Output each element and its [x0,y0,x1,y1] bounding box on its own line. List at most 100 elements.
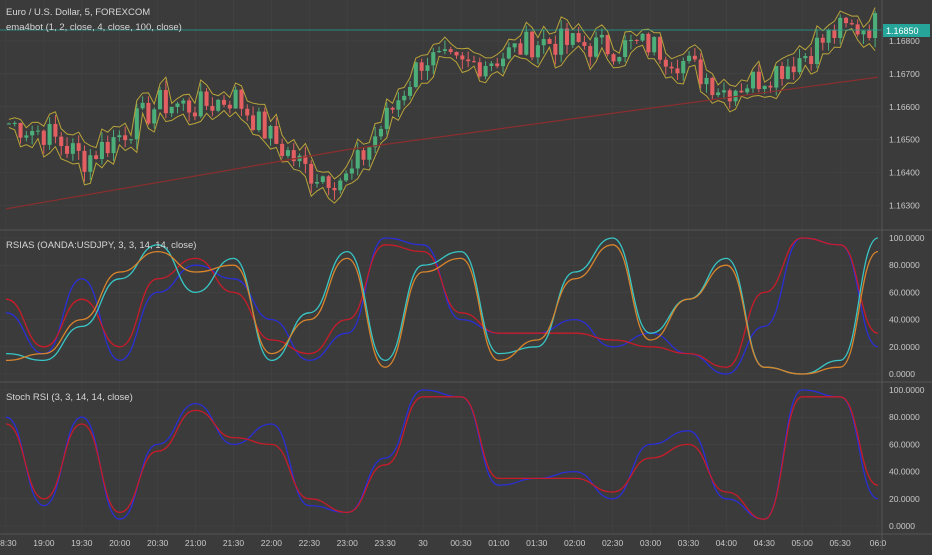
candle-body [88,155,93,172]
osc-tick-label: 100.0000 [889,233,925,243]
candle-body [123,135,128,141]
candle-body [390,107,395,110]
time-tick-label: 23:00 [337,538,359,548]
time-axis[interactable]: 18:30 19:00 19:30 20:00 20:30 21:00 21:30 22:00… [0,538,887,548]
candle-body [285,150,290,156]
candle-body [518,43,523,55]
candle-body [745,88,750,93]
candle-body [756,71,761,90]
time-tick-label: 05:00 [792,538,814,548]
candle-body [35,130,41,132]
candle-body [559,28,564,55]
price-tick-label: 1.16300 [889,201,920,211]
osc-tick-label: 60.0000 [889,439,920,449]
candle-body [704,77,709,85]
candle-body [181,100,186,104]
candle-body [576,33,581,43]
candle-body [134,108,139,140]
candle-body [274,126,279,144]
time-tick-label: 03:30 [678,538,700,548]
candle-body [41,130,46,145]
time-tick-label: 05:30 [829,538,851,548]
candle-body [826,30,831,43]
candle-body [12,122,17,124]
rsias-panel-title: RSIAS (OANDA:USDJPY, 3, 3, 14, 14, close… [6,240,196,251]
candle-body [489,63,494,66]
time-tick-label: 02:00 [564,538,586,548]
candle-body [291,150,296,162]
candle-body [198,91,203,117]
last-price-badge [883,24,930,37]
osc-tick-label: 20.0000 [889,494,920,504]
candle-body [413,62,418,88]
price-tick-label: 1.16600 [889,102,920,112]
candle-body [59,136,64,147]
candle-body [314,181,320,184]
candle-body [501,58,506,67]
rsias-panel[interactable]: RSIAS (OANDA:USDJPY, 3, 3, 14, 14, close… [0,231,925,382]
candle-body [803,56,808,59]
candle-body [768,85,773,88]
stoch-axis[interactable]: 100.0000 80.0000 60.0000 40.0000 20.0000 0.00… [889,385,925,531]
series-line-orange [5,244,879,375]
candle-body [791,66,796,73]
price-tick-label: 1.16500 [889,135,920,145]
candle-body [262,111,267,139]
candle-body [594,37,599,57]
price-axis[interactable]: 1.16800 1.16700 1.16600 1.16500 1.16400 1.163… [889,36,920,211]
osc-tick-label: 100.0000 [889,385,925,395]
candle-body [169,106,174,114]
stoch-panel-title: Stoch RSI (3, 3, 14, 14, close) [6,392,133,403]
ema-100-line [5,76,879,210]
candle-body [146,102,151,124]
candle-body [692,55,697,60]
candle-body [117,135,122,138]
candle-body [47,124,52,145]
candle-body [797,58,802,73]
candle-body [94,155,99,159]
candle-body [640,33,645,41]
time-tick-label: 01:30 [526,538,548,548]
ema-lower-band [8,27,876,204]
candle-body [716,92,721,96]
candle-body [873,13,878,39]
time-tick-label: 00:30 [450,538,472,548]
stoch-panel[interactable]: Stoch RSI (3, 3, 14, 14, close) 100.0000… [0,383,925,534]
candle-body [634,39,639,41]
candle-body [727,90,732,102]
candle-body [239,89,244,109]
candle-body [24,135,29,138]
candle-body [750,71,756,89]
candle-body [832,30,837,38]
candle-body [780,66,785,79]
candle-body [814,37,819,64]
candle-body [588,46,593,57]
price-panel[interactable]: Euro / U.S. Dollar, 5, FOREXCOM ema4bot … [0,0,930,230]
candle-body [256,111,261,131]
candle-body [70,143,75,154]
time-tick-label: 21:00 [185,538,207,548]
candle-body [280,143,285,156]
candle-body [65,146,70,154]
price-tick-label: 1.16400 [889,168,920,178]
candle-body [128,139,134,141]
candle-body [437,50,442,53]
candle-body [407,87,413,96]
candle-body [785,66,790,79]
candle-body [425,65,430,71]
candle-body [192,112,197,117]
candle-body [204,91,209,106]
candle-body [402,95,407,101]
candle-body [442,49,447,51]
rsias-axis[interactable]: 100.0000 80.0000 60.0000 40.0000 20.0000 0.00… [889,233,925,379]
time-tick-label: 03:00 [640,538,662,548]
candle-body [681,61,686,74]
candle-body [326,176,331,188]
candle-body [547,39,552,44]
candle-body [419,62,424,71]
candle-body [163,90,168,114]
candle-body [320,176,325,182]
